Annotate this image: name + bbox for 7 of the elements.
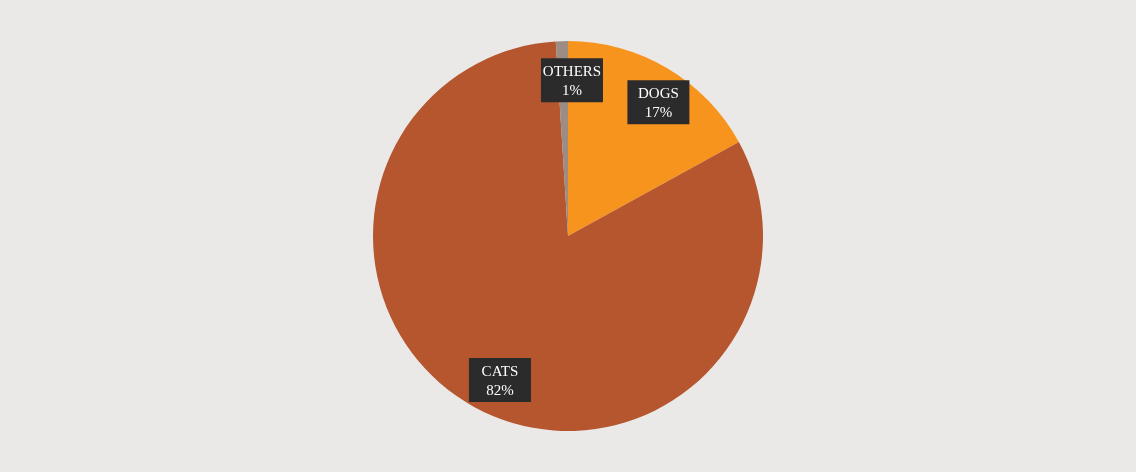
slice-label: DOGS [637,85,679,102]
data-label: 82% [486,382,514,399]
slice-label: CATS [481,363,519,380]
slice-label: OTHERS [542,63,602,80]
pie-slice [373,41,763,431]
data-label: 1% [561,82,582,99]
data-label: 17% [644,104,673,121]
